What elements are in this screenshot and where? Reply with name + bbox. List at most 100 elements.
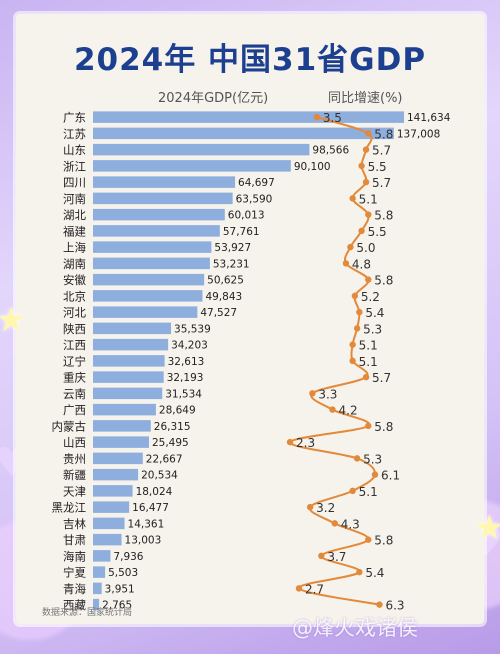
gdp-bar — [93, 371, 164, 383]
gdp-bar — [93, 566, 106, 578]
growth-value-label: 5.8 — [374, 534, 393, 548]
growth-value-label: 4.8 — [352, 257, 371, 271]
star-decoration-icon: ★ — [474, 508, 500, 548]
province-label: 广西 — [63, 403, 86, 417]
gdp-value-label: 16,477 — [132, 502, 169, 514]
growth-value-label: 5.0 — [356, 241, 375, 255]
growth-point — [371, 471, 379, 478]
province-label: 黑龙江 — [52, 501, 87, 515]
province-label: 云南 — [63, 387, 86, 401]
growth-column-header: 同比增速(%) — [328, 91, 403, 106]
province-label: 天津 — [63, 484, 86, 498]
province-label: 西藏 — [63, 598, 86, 612]
growth-point — [349, 195, 356, 202]
growth-point — [286, 438, 294, 446]
growth-value-label: 5.8 — [374, 209, 393, 223]
gdp-bar — [93, 225, 220, 237]
data-source-note: 数据来源：国家统计局 — [42, 608, 133, 618]
growth-point — [295, 585, 303, 592]
province-label: 甘肃 — [63, 533, 86, 547]
gdp-bar — [93, 290, 203, 302]
growth-point — [318, 552, 325, 560]
gdp-value-label: 3,951 — [105, 583, 135, 595]
gdp-value-label: 53,231 — [213, 258, 250, 270]
gdp-value-label: 13,003 — [125, 535, 162, 547]
province-label: 四川 — [63, 176, 86, 190]
growth-value-label: 2.3 — [296, 436, 315, 450]
gdp-value-label: 49,843 — [205, 291, 242, 303]
growth-point — [353, 325, 361, 332]
gdp-value-label: 26,315 — [154, 421, 191, 433]
province-label: 河南 — [63, 192, 86, 206]
growth-point — [365, 536, 372, 543]
province-label: 河北 — [63, 306, 86, 320]
province-label: 贵州 — [63, 452, 86, 466]
gdp-bar — [93, 598, 100, 611]
growth-value-label: 4.3 — [341, 517, 360, 531]
growth-value-label: 2.7 — [305, 582, 324, 596]
province-label: 青海 — [63, 582, 86, 596]
star-decoration-icon: ★ — [0, 300, 27, 340]
gdp-bar — [93, 241, 212, 253]
growth-point — [309, 390, 316, 397]
growth-point — [365, 276, 372, 283]
gdp-value-label: 7,936 — [113, 551, 143, 563]
growth-value-label: 5.8 — [374, 274, 393, 288]
gdp-value-label: 35,539 — [174, 323, 211, 335]
page-title: 2024年 中国31省GDP — [73, 42, 427, 78]
growth-value-label: 3.3 — [318, 387, 337, 401]
gdp-value-label: 47,527 — [200, 307, 237, 319]
gdp-bar — [93, 420, 151, 432]
province-label: 上海 — [63, 241, 86, 255]
gdp-bar — [93, 111, 404, 123]
gdp-bar — [93, 550, 111, 562]
province-label: 山西 — [63, 436, 86, 450]
growth-point — [362, 146, 370, 153]
gdp-value-label: 25,495 — [152, 437, 189, 449]
growth-value-label: 6.3 — [385, 599, 404, 613]
growth-point — [306, 503, 314, 511]
growth-point — [329, 406, 336, 413]
growth-value-label: 5.8 — [374, 127, 393, 141]
growth-point — [365, 422, 372, 430]
gdp-value-label: 60,013 — [228, 210, 265, 222]
growth-value-label: 3.5 — [323, 111, 342, 125]
growth-point — [349, 487, 356, 495]
gdp-value-label: 64,697 — [238, 177, 275, 189]
province-label: 广东 — [63, 111, 86, 125]
gdp-value-label: 32,613 — [168, 356, 205, 368]
gdp-column-header: 2024年GDP(亿元) — [158, 91, 269, 106]
growth-point — [331, 520, 338, 527]
growth-value-label: 5.1 — [359, 192, 378, 206]
gdp-value-label: 14,361 — [128, 518, 165, 530]
growth-point — [349, 357, 356, 365]
province-label: 新疆 — [63, 468, 86, 482]
gdp-value-label: 31,534 — [165, 388, 202, 400]
gdp-value-label: 2,765 — [102, 600, 132, 612]
province-label: 湖南 — [63, 257, 86, 271]
gdp-bar — [93, 176, 236, 188]
province-label: 江苏 — [63, 127, 86, 141]
growth-point — [313, 113, 321, 121]
growth-point — [347, 243, 354, 251]
gdp-bar — [93, 338, 169, 351]
gdp-bar — [93, 468, 139, 481]
province-label: 内蒙古 — [52, 419, 87, 433]
gdp-value-label: 5,503 — [108, 567, 138, 579]
province-label: 北京 — [63, 289, 86, 303]
growth-value-label: 4.2 — [339, 404, 358, 418]
growth-point — [362, 178, 370, 186]
growth-point — [353, 455, 361, 462]
growth-value-label: 3.7 — [327, 550, 346, 564]
province-label: 福建 — [63, 224, 86, 238]
growth-value-label: 5.7 — [372, 144, 391, 158]
gdp-bar — [93, 355, 165, 367]
province-label: 辽宁 — [63, 354, 86, 368]
province-label: 山东 — [63, 143, 86, 157]
province-label: 陕西 — [63, 322, 86, 336]
gdp-value-label: 90,100 — [294, 161, 331, 173]
gdp-bar — [93, 208, 225, 221]
growth-value-label: 5.1 — [359, 355, 378, 369]
growth-value-label: 5.4 — [365, 306, 384, 320]
gdp-bar — [93, 517, 125, 530]
